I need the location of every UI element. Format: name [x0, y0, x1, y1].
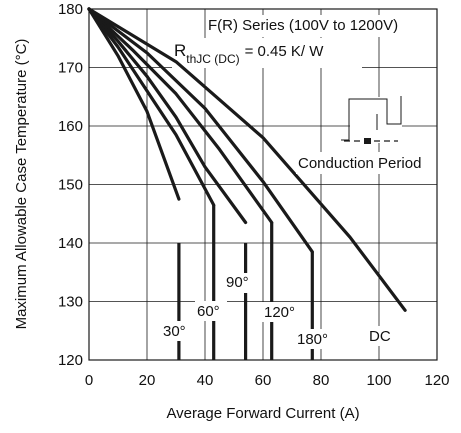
derating-curve — [87, 7, 314, 254]
series-annotation: F(R) Series (100V to 1200V) — [208, 17, 398, 34]
curve-label: 180° — [297, 331, 328, 348]
x-tick-label: 100 — [366, 372, 391, 389]
x-tick-label: 0 — [85, 372, 93, 389]
rth-annotation: RthJC (DC) = 0.45 K/ W — [174, 41, 324, 66]
curve-label: 60° — [197, 303, 220, 320]
y-tick-label: 160 — [58, 118, 83, 135]
curve-label-background — [295, 329, 337, 349]
x-tick-label: 80 — [313, 372, 330, 389]
rth-subscript: thJC (DC) — [186, 52, 239, 66]
derating-curve — [87, 7, 181, 201]
y-tick-label: 130 — [58, 294, 83, 311]
series-text-background — [207, 15, 436, 37]
rth-text-background — [172, 38, 362, 68]
x-tick-label: 20 — [139, 372, 156, 389]
curve-label-background — [262, 302, 300, 322]
rth-symbol: R — [174, 41, 186, 60]
x-tick-label: 60 — [255, 372, 272, 389]
x-axis-title: Average Forward Current (A) — [166, 405, 359, 422]
conduction-period-label: Conduction Period — [298, 155, 421, 172]
rth-value: = 0.45 K/ W — [245, 43, 325, 60]
curve-label: 30° — [163, 323, 186, 340]
conduction-period-waveform-icon — [341, 96, 402, 144]
curve-label: DC — [369, 328, 391, 345]
y-tick-label: 180 — [58, 1, 83, 18]
x-tick-labels: 0 20 40 60 80 100 120 — [85, 372, 450, 389]
curve-label-background — [367, 326, 395, 346]
x-tick-label: 120 — [424, 372, 449, 389]
derating-curve — [87, 7, 216, 207]
derating-curve — [87, 7, 407, 312]
derating-curve — [87, 7, 248, 225]
curve-labels: 30° 60° 90° 120°180° DC — [161, 273, 395, 349]
y-tick-labels: 120 130 140 150 160 170 180 — [58, 1, 83, 369]
x-tick-label: 40 — [197, 372, 214, 389]
y-tick-label: 140 — [58, 235, 83, 252]
y-tick-label: 150 — [58, 177, 83, 194]
conduction-label-background — [296, 152, 430, 174]
y-tick-label: 170 — [58, 60, 83, 77]
curve-label: 90° — [226, 274, 249, 291]
derating-curve — [87, 7, 274, 225]
plot-frame — [88, 8, 438, 361]
y-axis-title: Maximum Allowable Case Temperature (°C) — [13, 39, 30, 330]
curve-label-background — [224, 273, 256, 293]
y-tick-label: 120 — [58, 352, 83, 369]
curve-label-background — [161, 321, 193, 341]
curve-label: 120° — [264, 304, 295, 321]
curves — [87, 7, 407, 360]
curve-label-background — [195, 301, 227, 321]
